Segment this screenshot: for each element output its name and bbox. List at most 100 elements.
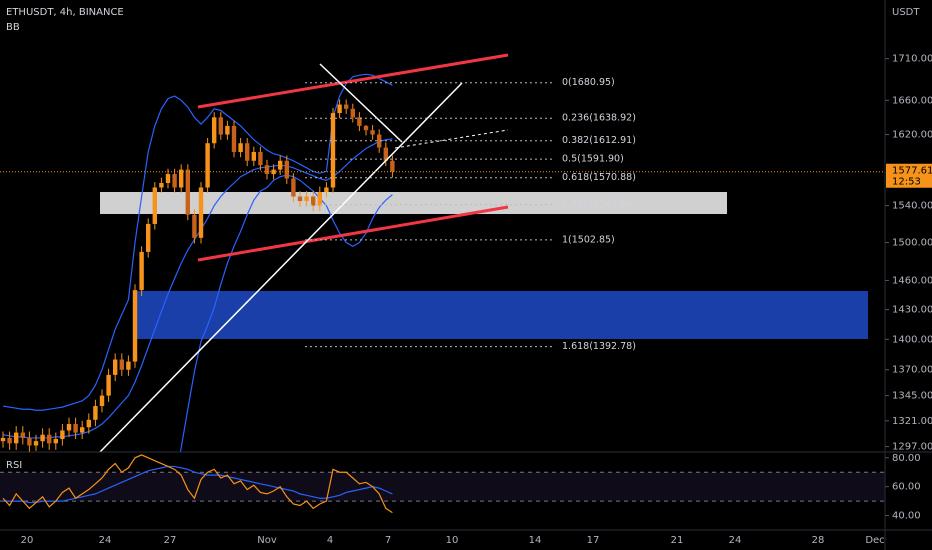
rsi-label: RSI [6, 460, 22, 471]
channel-top [197, 53, 509, 109]
x-tick-label: 14 [529, 535, 542, 546]
rsi-values [2, 454, 393, 514]
channel-bottom [197, 205, 509, 262]
candle-body [113, 359, 118, 375]
x-tick-label: Dec [865, 535, 884, 546]
candle-body [0, 437, 6, 442]
bb-basis [2, 138, 393, 439]
candle-body [119, 359, 124, 370]
candle-body [7, 437, 12, 444]
candle-body [390, 160, 395, 172]
x-tick-label: 4 [327, 535, 333, 546]
y-tick-label: 1321.00 [892, 416, 932, 427]
candle-body [377, 134, 382, 148]
bb-upper [2, 73, 393, 411]
candle-body [317, 191, 322, 206]
candle-body [33, 441, 39, 446]
candle-body [198, 187, 204, 238]
candle-body [159, 183, 164, 188]
candle-body [337, 104, 342, 114]
x-tick-label: 10 [446, 535, 459, 546]
candle-body [66, 424, 72, 431]
candle-body [205, 143, 210, 188]
candle-body [304, 196, 309, 202]
candle-body [363, 125, 369, 131]
fib-label: 0.5(1591.90) [562, 154, 624, 165]
y-tick-label: 1400.00 [892, 334, 932, 345]
x-tick-label: 21 [671, 535, 684, 546]
candle-body [258, 151, 263, 166]
candle-body [192, 214, 197, 238]
candle-body [20, 432, 25, 438]
candle-body [14, 432, 19, 444]
candle-body [330, 113, 336, 188]
candle-body [350, 108, 355, 118]
rsi-tick-label: 60.00 [892, 482, 921, 493]
candle-body [212, 117, 217, 144]
rsi-plot [0, 454, 885, 514]
candle-body [146, 223, 151, 252]
candle-body [80, 427, 85, 433]
y-tick-label: 1370.00 [892, 365, 932, 376]
y-tick-label: 1540.00 [892, 201, 932, 212]
candle-body [99, 395, 105, 407]
fib-label: 0.618(1570.88) [562, 172, 636, 183]
candle-body [344, 104, 349, 109]
rsi-band-fill [0, 472, 885, 502]
candle-body [53, 439, 58, 444]
support-zone [100, 192, 727, 214]
candle-body [40, 434, 45, 442]
x-tick-label: Nov [257, 535, 277, 546]
candle-body [106, 374, 111, 396]
candle-body [60, 430, 65, 440]
candle-body [251, 151, 256, 161]
y-tick-label: 1297.00 [892, 442, 932, 453]
candle-body [132, 290, 138, 362]
x-tick-label: 7 [385, 535, 391, 546]
x-tick-label: 20 [21, 535, 34, 546]
y-tick-label: 1345.00 [892, 391, 932, 402]
candle-body [245, 143, 250, 161]
candle-body [185, 169, 190, 215]
candle-body [86, 419, 91, 428]
y-tick-label: 1710.00 [892, 54, 932, 65]
trendline-down [319, 63, 403, 143]
indicator-label: BB [6, 22, 20, 33]
candle-body [27, 437, 32, 446]
demand-zone [134, 291, 868, 339]
x-tick-label: 24 [99, 535, 112, 546]
candle-body [311, 196, 316, 206]
currency-label: USDT [892, 7, 920, 18]
candle-body [264, 165, 270, 175]
fib-label: 0.236(1638.92) [562, 113, 636, 124]
main-pane [0, 73, 395, 452]
x-tick-label: 28 [812, 535, 825, 546]
rsi-tick-label: 40.00 [892, 511, 921, 522]
candle-body [218, 117, 223, 135]
candle-body [278, 160, 283, 170]
y-tick-label: 1660.00 [892, 95, 932, 106]
candle-body [172, 174, 177, 188]
bb-lower [179, 174, 393, 452]
fib-label: 0.382(1612.91) [562, 135, 636, 146]
y-tick-label: 1500.00 [892, 238, 932, 249]
candle-body [225, 125, 230, 135]
candle-body [291, 178, 296, 197]
rsi-tick-label: 80.00 [892, 453, 921, 464]
fib-label: 0(1680.95) [562, 77, 615, 88]
price-box [886, 163, 932, 188]
y-tick-label: 1460.00 [892, 275, 932, 286]
countdown-label: 12:53 [892, 177, 921, 188]
trendline-up [99, 82, 463, 453]
candle-body [139, 251, 144, 291]
price-label: 1577.61 [892, 166, 932, 177]
candle-body [179, 169, 184, 188]
candle-body [231, 125, 237, 152]
candle-body [126, 361, 131, 370]
candle-body [324, 187, 329, 192]
candle-body [370, 130, 375, 135]
symbol-title: ETHUSDT, 4h, BINANCE [6, 7, 124, 18]
candle-body [165, 174, 171, 184]
y-tick-label: 1620.00 [892, 130, 932, 141]
